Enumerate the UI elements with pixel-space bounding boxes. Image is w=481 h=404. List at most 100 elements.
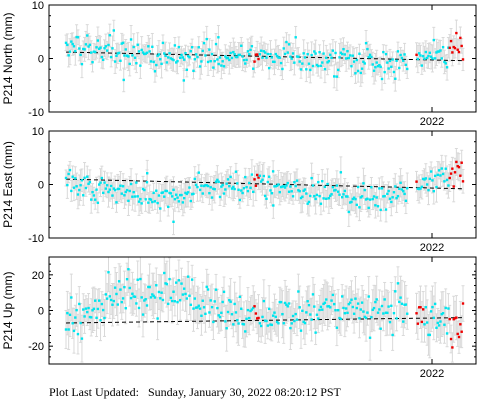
- data-point: [443, 180, 446, 183]
- data-point: [164, 189, 167, 193]
- data-point: [97, 47, 101, 51]
- data-point: [120, 42, 123, 45]
- data-point: [360, 67, 364, 70]
- data-point: [116, 303, 119, 306]
- data-point: [201, 49, 204, 53]
- data-point: [120, 300, 123, 304]
- data-point: [342, 193, 345, 196]
- data-point: [348, 301, 352, 304]
- data-point: [392, 191, 396, 194]
- data-point: [265, 197, 268, 200]
- data-point: [173, 300, 177, 303]
- data-point: [313, 194, 316, 198]
- data-point: [111, 194, 114, 197]
- data-point: [250, 45, 254, 48]
- data-point: [359, 308, 362, 311]
- data-point: [391, 333, 394, 337]
- data-point: [376, 64, 380, 68]
- data-point: [283, 52, 287, 56]
- data-point: [355, 306, 358, 310]
- data-point: [128, 286, 131, 290]
- data-point: [147, 45, 150, 48]
- data-point: [151, 200, 154, 204]
- data-point: [366, 311, 369, 314]
- recent-data-point: [448, 317, 451, 321]
- data-point: [234, 311, 238, 314]
- data-point: [115, 201, 118, 204]
- data-point: [263, 194, 267, 198]
- y-axis-label: P214 Up (mm): [1, 271, 15, 349]
- data-point: [375, 298, 378, 301]
- data-point: [400, 302, 404, 305]
- recent-data-point: [448, 176, 451, 180]
- recent-data-point: [415, 180, 418, 183]
- data-point: [143, 299, 146, 302]
- data-point: [394, 77, 397, 80]
- data-point: [289, 55, 292, 58]
- data-point: [80, 337, 84, 340]
- data-point: [144, 198, 147, 201]
- data-point: [224, 188, 227, 191]
- data-point: [224, 320, 227, 323]
- data-point: [431, 305, 434, 309]
- data-point: [164, 282, 167, 285]
- data-point: [245, 185, 248, 189]
- data-point: [124, 48, 127, 51]
- data-point: [402, 59, 405, 62]
- data-point: [205, 285, 208, 289]
- data-point: [113, 188, 117, 192]
- data-point: [293, 61, 296, 64]
- data-point: [160, 62, 163, 66]
- data-point: [318, 51, 321, 54]
- data-point: [198, 307, 202, 310]
- data-point: [323, 67, 327, 71]
- data-point: [86, 175, 89, 178]
- data-point: [301, 309, 304, 313]
- data-point: [435, 326, 438, 329]
- data-point: [370, 316, 373, 319]
- data-point: [95, 46, 98, 49]
- data-point: [124, 307, 127, 310]
- data-point: [79, 53, 82, 57]
- data-points-2: [64, 160, 465, 223]
- data-point: [190, 193, 194, 196]
- data-point: [279, 300, 283, 304]
- data-point: [383, 298, 386, 301]
- data-point: [117, 187, 121, 191]
- data-point: [374, 300, 377, 304]
- recent-data-point: [253, 305, 256, 308]
- data-point: [163, 195, 166, 198]
- data-point: [221, 183, 224, 187]
- recent-data-point: [452, 318, 455, 321]
- data-point: [368, 198, 372, 201]
- data-point: [125, 54, 129, 57]
- recent-data-point: [457, 50, 461, 54]
- data-point: [279, 61, 283, 65]
- data-point: [291, 314, 295, 318]
- data-point: [329, 53, 332, 57]
- data-point: [246, 308, 250, 312]
- data-point: [269, 189, 272, 192]
- recent-data-point: [460, 44, 463, 48]
- data-point: [433, 57, 437, 60]
- data-point: [301, 62, 304, 65]
- data-point: [367, 206, 370, 210]
- data-point: [202, 184, 206, 188]
- data-point: [156, 317, 159, 320]
- data-point: [387, 305, 390, 308]
- data-point: [197, 46, 200, 49]
- data-point: [287, 302, 291, 305]
- recent-data-point: [255, 173, 259, 177]
- data-point: [335, 75, 339, 78]
- data-point: [64, 41, 68, 45]
- data-point: [419, 54, 422, 57]
- y-tick-label: -10: [28, 107, 44, 119]
- data-point: [267, 66, 271, 70]
- recent-data-point: [453, 317, 457, 320]
- data-point: [338, 56, 341, 59]
- data-point: [372, 306, 376, 310]
- data-point: [327, 305, 331, 308]
- data-point: [226, 56, 230, 59]
- data-point: [117, 51, 121, 55]
- data-point: [82, 47, 85, 51]
